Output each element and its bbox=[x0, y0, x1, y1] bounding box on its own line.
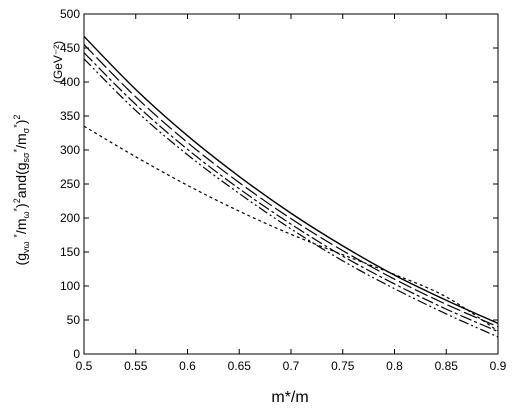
y-unit-group: (GeV⁻²) bbox=[51, 41, 65, 83]
y-tick-label: 500 bbox=[60, 7, 80, 21]
series-line-longdash bbox=[83, 44, 499, 328]
y-axis-ticks: 0 50 100 150 200 250 300 350 400 450 500 bbox=[60, 7, 498, 361]
y-tick-label: 400 bbox=[60, 75, 80, 89]
plot-area bbox=[83, 13, 499, 355]
x-tick-label: 0.8 bbox=[386, 359, 403, 373]
series-line-dashdot bbox=[83, 52, 499, 333]
x-tick-label: 0.55 bbox=[124, 359, 148, 373]
x-tick-label: 0.65 bbox=[228, 359, 252, 373]
x-tick-label: 0.75 bbox=[331, 359, 355, 373]
y-tick-label: 250 bbox=[60, 177, 80, 191]
y-tick-label: 450 bbox=[60, 41, 80, 55]
y-tick-label: 100 bbox=[60, 279, 80, 293]
x-tick-label: 0.85 bbox=[435, 359, 459, 373]
x-tick-label: 0.6 bbox=[179, 359, 196, 373]
series-line-dashdotdot bbox=[83, 58, 499, 338]
y-axis-unit: (GeV⁻²) bbox=[51, 41, 65, 83]
x-tick-label: 0.9 bbox=[490, 359, 507, 373]
x-axis-title: m*/m bbox=[271, 389, 308, 406]
y-tick-label: 0 bbox=[73, 347, 80, 361]
x-axis-ticks: 0.5 0.55 0.6 0.65 0.7 0.75 0.8 0.85 0.9 bbox=[76, 14, 507, 373]
plot-frame bbox=[83, 13, 499, 355]
x-tick-label: 0.5 bbox=[76, 359, 93, 373]
y-tick-label: 200 bbox=[60, 211, 80, 225]
y-tick-label: 350 bbox=[60, 109, 80, 123]
x-tick-label: 0.7 bbox=[283, 359, 300, 373]
series-lines bbox=[83, 35, 499, 338]
y-axis-title-group: (gvω */mω*)2and(gsσ*/mσ*)2 bbox=[12, 115, 31, 266]
series-line-dotted bbox=[83, 125, 499, 332]
y-tick-label: 150 bbox=[60, 245, 80, 259]
y-tick-label: 300 bbox=[60, 143, 80, 157]
y-axis-title: (gvω */mω*)2and(gsσ*/mσ*)2 bbox=[12, 115, 31, 266]
series-line-solid bbox=[83, 35, 499, 325]
y-tick-label: 50 bbox=[67, 313, 81, 327]
